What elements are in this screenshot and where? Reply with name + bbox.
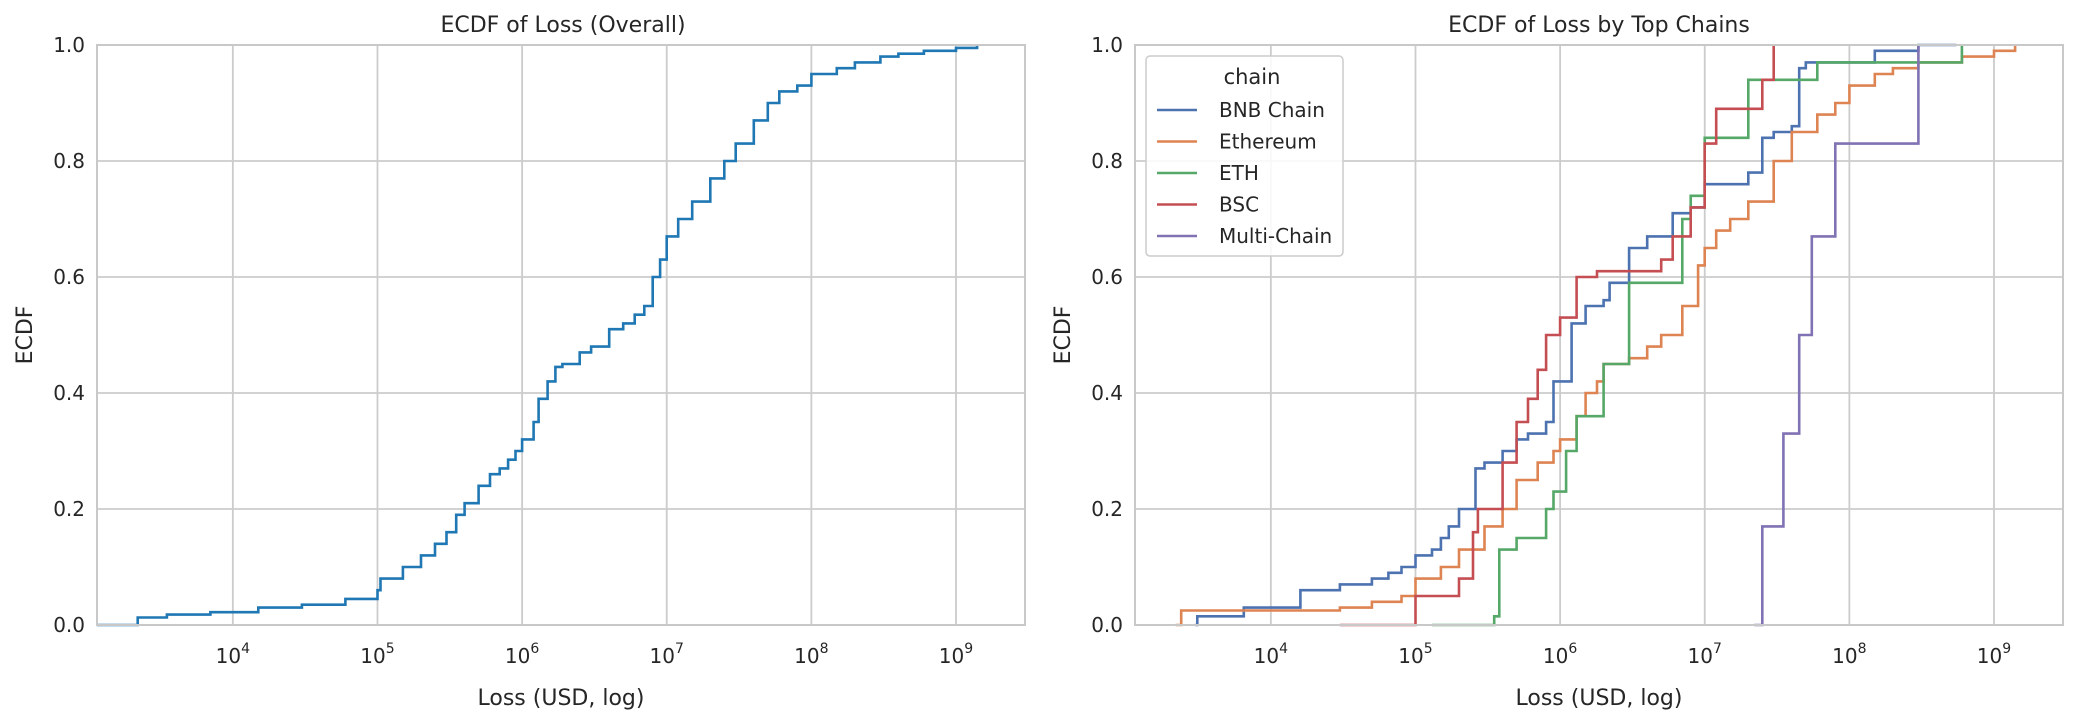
x-ticks: 104 105 106 107 108 109 [1254,641,2012,668]
x-axis-label: Loss (USD, log) [1516,686,1683,711]
y-tick-label: 0.8 [53,149,85,173]
x-tick-label: 107 [650,641,684,668]
y-tick-label: 0.2 [53,497,85,521]
x-tick-label: 108 [794,641,828,668]
x-tick-label: 108 [1832,641,1866,668]
series-line-eth [1432,45,1964,627]
x-tick-label: 106 [1543,641,1577,668]
series-line-bsc [1339,45,1775,627]
legend-label: Ethereum [1219,130,1317,154]
series-line-bnb-chain [1195,43,1957,627]
chart-title: ECDF of Loss (Overall) [440,13,685,38]
chart-panel-by-chain: ECDF of Loss by Top Chains 104 105 106 107 1… [1051,13,2064,711]
y-ticks: 0.0 0.2 0.4 0.6 0.8 1.0 [1091,33,1123,637]
y-tick-label: 0.2 [1091,497,1123,521]
x-tick-label: 109 [1977,641,2011,668]
x-tick-label: 107 [1688,641,1722,668]
plot-frame [1134,44,2064,626]
y-tick-label: 1.0 [53,33,85,57]
x-tick-label: 105 [1398,641,1432,668]
legend-box [1145,55,1344,257]
y-tick-label: 0.4 [1091,381,1123,405]
y-axis-label: ECDF [13,306,38,365]
chart-panel-overall: ECDF of Loss (Overall) 104 105 106 107 108 10… [13,13,1026,711]
x-ticks: 104 105 106 107 108 109 [216,641,974,668]
legend-label: ETH [1219,161,1259,185]
x-tick-label: 109 [939,641,973,668]
y-axis-label: ECDF [1051,306,1076,365]
y-tick-label: 1.0 [1091,33,1123,57]
series-line-ethereum [1175,45,2017,627]
x-tick-label: 104 [1254,641,1288,668]
y-tick-label: 0.0 [1091,613,1123,637]
legend: chain BNB Chain Ethereum ETH BSC Multi-Chain [1145,55,1344,257]
legend-label: BSC [1219,193,1259,217]
series-line-multi-chain [1754,45,1920,627]
legend-label: BNB Chain [1219,98,1325,122]
x-tick-label: 106 [505,641,539,668]
y-ticks: 0.0 0.2 0.4 0.6 0.8 1.0 [53,33,85,637]
y-tick-label: 0.0 [53,613,85,637]
legend-label: Multi-Chain [1219,224,1332,248]
y-tick-label: 0.6 [1091,265,1123,289]
x-axis-label: Loss (USD, log) [478,686,645,711]
legend-title: chain [1224,65,1281,89]
x-tick-label: 105 [360,641,394,668]
chart-title: ECDF of Loss by Top Chains [1448,13,1750,38]
grid [97,44,1025,626]
x-tick-label: 104 [216,641,250,668]
y-tick-label: 0.8 [1091,149,1123,173]
y-tick-label: 0.6 [53,265,85,289]
series-line-loss [97,45,979,627]
y-tick-label: 0.4 [53,381,85,405]
plot-frame [96,44,1026,626]
series-layer [97,45,979,627]
series-layer [1175,43,2017,627]
